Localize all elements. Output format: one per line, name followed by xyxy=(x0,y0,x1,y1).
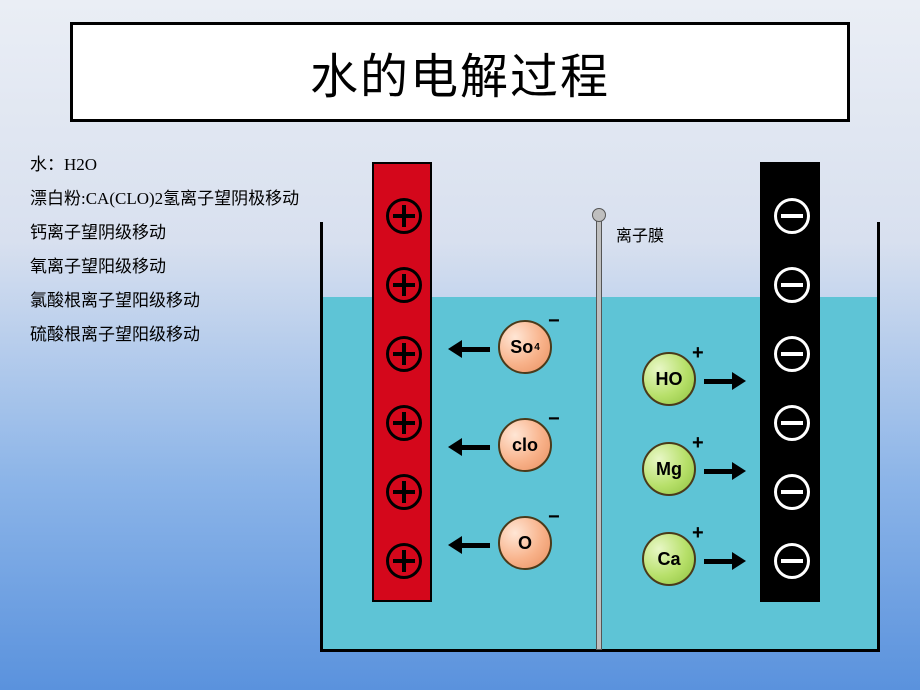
minus-icon xyxy=(774,405,810,441)
charge-label: + xyxy=(692,342,704,365)
charge-label: − xyxy=(548,310,560,333)
charge-label: − xyxy=(548,408,560,431)
minus-icon xyxy=(774,267,810,303)
anion-o: O xyxy=(498,516,552,570)
cation-mg: Mg xyxy=(642,442,696,496)
note-line: 水：H2O xyxy=(30,148,299,182)
notes-list: 水：H2O 漂白粉:CA(CLO)2氢离子望阴极移动 钙离子望阴级移动 氧离子望… xyxy=(30,148,299,352)
minus-icon xyxy=(774,474,810,510)
membrane-cap xyxy=(592,208,606,222)
note-line: 钙离子望阴级移动 xyxy=(30,216,299,250)
plus-icon xyxy=(386,543,422,579)
arrow-right-icon xyxy=(704,462,746,480)
arrow-right-icon xyxy=(704,372,746,390)
cathode-electrode xyxy=(760,162,820,602)
note-line: 漂白粉:CA(CLO)2氢离子望阴极移动 xyxy=(30,182,299,216)
charge-label: + xyxy=(692,432,704,455)
plus-icon xyxy=(386,336,422,372)
arrow-left-icon xyxy=(448,536,490,554)
ion-membrane xyxy=(596,214,602,650)
minus-icon xyxy=(774,336,810,372)
membrane-label: 离子膜 xyxy=(616,222,664,246)
title-box: 水的电解过程 xyxy=(70,22,850,122)
arrow-left-icon xyxy=(448,340,490,358)
charge-label: − xyxy=(548,506,560,529)
cation-ca: Ca xyxy=(642,532,696,586)
page-title: 水的电解过程 xyxy=(310,37,610,107)
anion-so: So4 xyxy=(498,320,552,374)
note-line: 氯酸根离子望阳级移动 xyxy=(30,284,299,318)
plus-icon xyxy=(386,267,422,303)
arrow-right-icon xyxy=(704,552,746,570)
note-line: 氧离子望阳级移动 xyxy=(30,250,299,284)
note-line: 硫酸根离子望阳级移动 xyxy=(30,318,299,352)
anode-electrode xyxy=(372,162,432,602)
plus-icon xyxy=(386,198,422,234)
arrow-left-icon xyxy=(448,438,490,456)
cation-ho: HO xyxy=(642,352,696,406)
plus-icon xyxy=(386,405,422,441)
plus-icon xyxy=(386,474,422,510)
minus-icon xyxy=(774,543,810,579)
anion-clo: clo xyxy=(498,418,552,472)
electrolysis-diagram: 离子膜So4−clo−O−HO+Mg+Ca+ xyxy=(320,162,890,662)
minus-icon xyxy=(774,198,810,234)
charge-label: + xyxy=(692,522,704,545)
